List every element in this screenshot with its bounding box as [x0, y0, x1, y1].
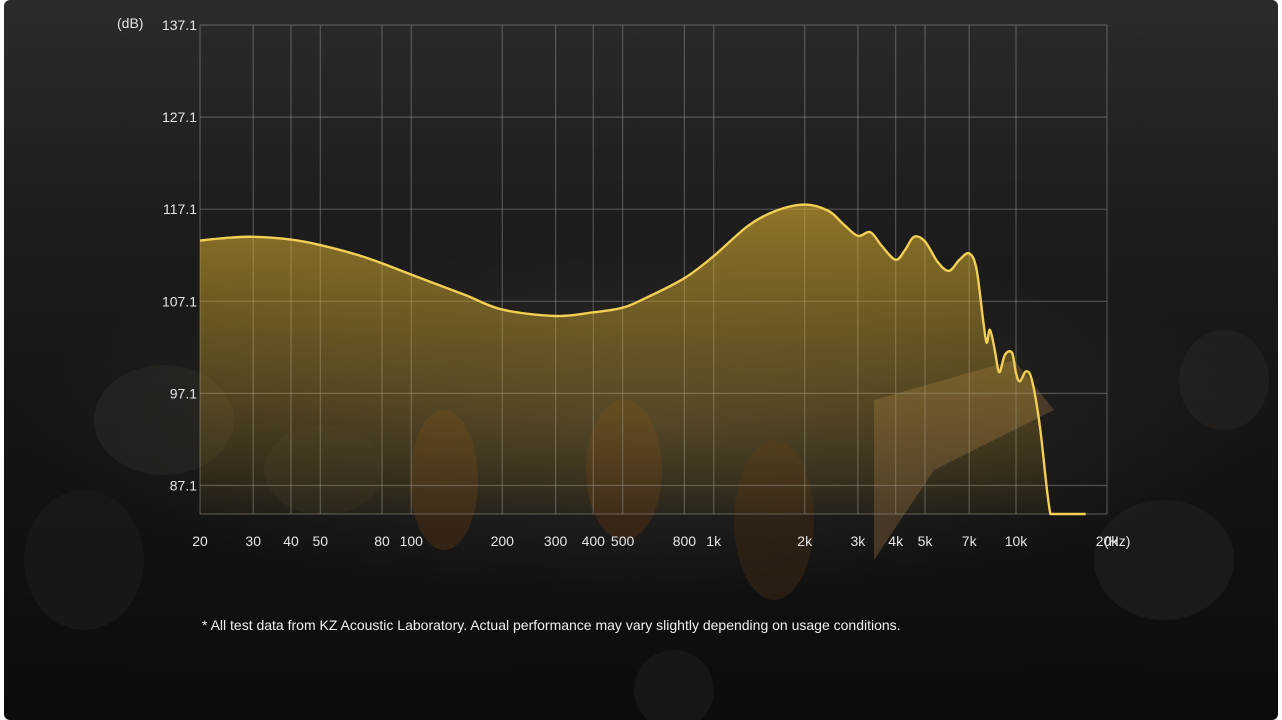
x-tick-label: 7k [962, 533, 978, 549]
x-tick-label: 400 [582, 533, 606, 549]
x-tick-label: 200 [491, 533, 515, 549]
x-tick-label: 10k [1005, 533, 1029, 549]
y-tick-label: 137.1 [162, 17, 197, 33]
x-tick-label: 5k [918, 533, 934, 549]
y-tick-label: 117.1 [163, 201, 197, 217]
x-tick-label: 300 [544, 533, 568, 549]
y-tick-label: 127.1 [162, 109, 197, 125]
x-tick-label: 100 [400, 533, 424, 549]
y-tick-label: 87.1 [170, 478, 197, 494]
frequency-response-chart: 87.1 97.1 107.1 117.1 127.1 137.1 20 30 40 50 80 1… [117, 15, 1130, 549]
x-tick-label: 30 [245, 533, 261, 549]
x-axis-tick-labels: 20 30 40 50 80 100 200 300 400 500 800 1k 2k 3k 4k 5k 7k… [192, 533, 1119, 549]
chart-panel: 87.1 97.1 107.1 117.1 127.1 137.1 20 30 40 50 80 1… [4, 0, 1278, 720]
x-tick-label: 3k [851, 533, 867, 549]
y-axis-tick-labels: 87.1 97.1 107.1 117.1 127.1 137.1 [162, 17, 197, 494]
x-tick-label: 20k [1096, 533, 1120, 549]
x-axis-unit: (Hz) [1104, 533, 1130, 549]
response-curve [199, 203, 1086, 516]
response-area [200, 204, 1086, 514]
x-tick-label: 4k [888, 533, 904, 549]
x-tick-label: 500 [611, 533, 635, 549]
footnote: * All test data from KZ Acoustic Laborat… [202, 617, 901, 633]
x-tick-label: 40 [283, 533, 299, 549]
x-tick-label: 20 [192, 533, 208, 549]
x-tick-label: 800 [673, 533, 697, 549]
x-tick-label: 2k [797, 533, 813, 549]
x-tick-label: 1k [706, 533, 722, 549]
y-tick-label: 107.1 [162, 293, 197, 309]
y-tick-label: 97.1 [170, 385, 197, 401]
x-tick-label: 50 [313, 533, 329, 549]
x-tick-label: 80 [374, 533, 390, 549]
y-axis-unit: (dB) [117, 15, 143, 31]
